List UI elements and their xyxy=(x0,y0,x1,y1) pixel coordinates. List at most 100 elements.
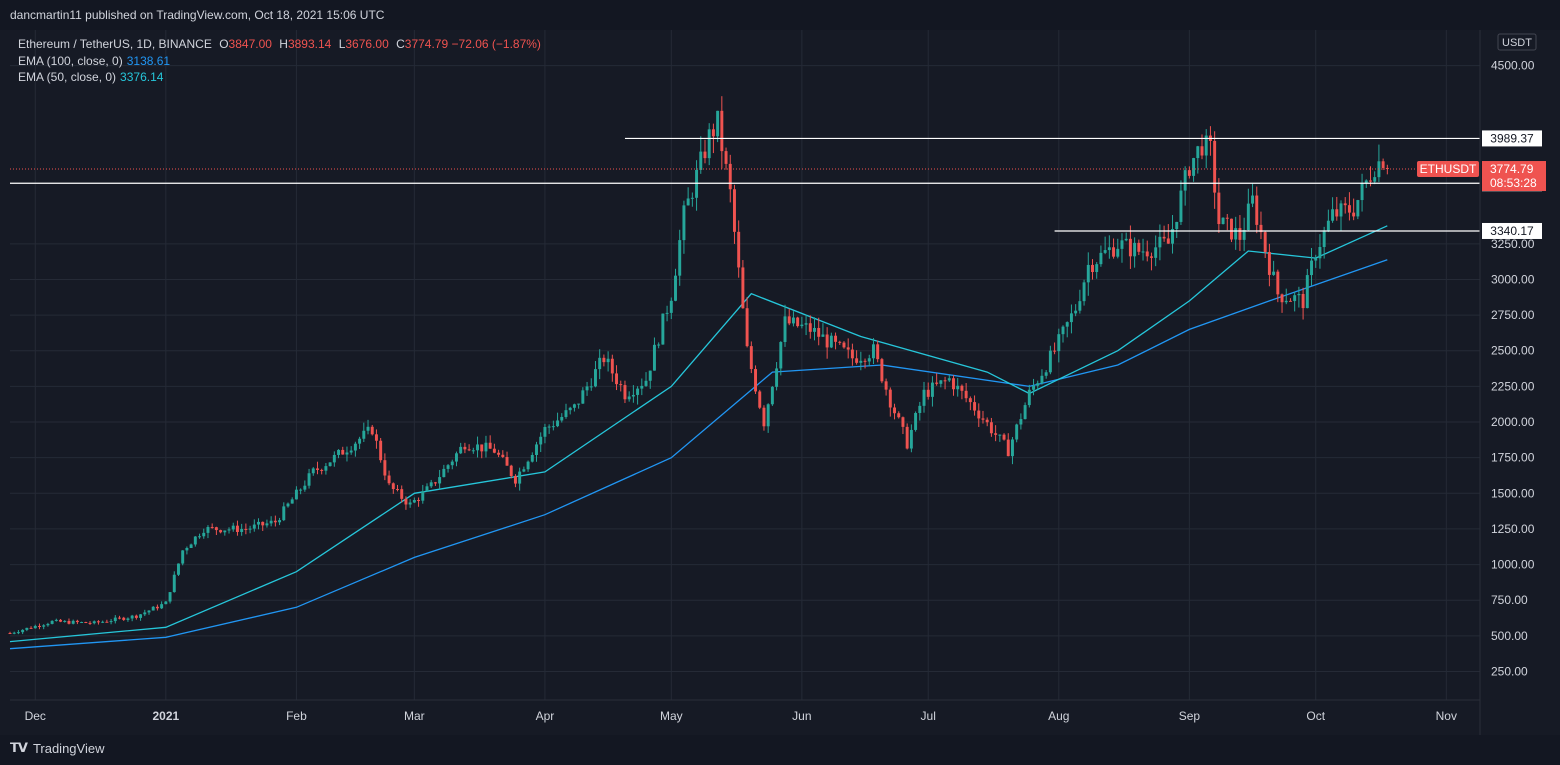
candle-body xyxy=(1019,419,1023,425)
candle-body xyxy=(741,267,745,309)
candle-body xyxy=(1149,256,1153,258)
candle-body xyxy=(155,606,159,609)
candle-body xyxy=(964,390,968,399)
chart-area[interactable]: 3989.373675.013340.17ETHUSDT3774.7908:53… xyxy=(0,30,1560,735)
legend-high: 3893.14 xyxy=(287,37,332,51)
candle-body xyxy=(947,378,951,381)
candle-body xyxy=(143,612,147,615)
candle-body xyxy=(800,324,804,327)
legend-close: 3774.79 xyxy=(404,37,449,51)
candle-body xyxy=(320,469,324,471)
candle-body xyxy=(787,316,791,324)
candle-body xyxy=(943,380,947,382)
candle-body xyxy=(358,438,362,444)
candle-body xyxy=(1196,146,1200,159)
candle-body xyxy=(829,335,833,348)
candle-body xyxy=(1095,264,1099,273)
candle-body xyxy=(168,592,172,602)
candle-body xyxy=(450,461,454,466)
candle-body xyxy=(80,622,84,624)
candle-body xyxy=(813,327,816,332)
candle-body xyxy=(429,482,433,487)
candle-body xyxy=(766,404,770,427)
x-tick-label: Oct xyxy=(1306,709,1325,723)
candle-body xyxy=(113,617,117,622)
x-tick-label: Sep xyxy=(1179,709,1201,723)
ema100-layer xyxy=(9,259,1388,650)
candle-body xyxy=(678,240,682,276)
candle-body xyxy=(690,197,694,199)
candle-body xyxy=(433,482,437,484)
y-tick-label: 3000.00 xyxy=(1491,272,1535,286)
candle-body xyxy=(724,151,728,164)
legend-open-label: O xyxy=(219,37,229,51)
candle-body xyxy=(859,360,863,363)
legend-ema100-row: EMA (100, close, 0) 3138.61 xyxy=(18,53,541,70)
candle-body xyxy=(231,525,235,530)
candle-body xyxy=(804,323,808,325)
candle-body xyxy=(1053,350,1057,352)
x-tick-label: Jun xyxy=(792,709,811,723)
candle-body xyxy=(307,473,311,486)
candle-body xyxy=(581,390,585,404)
candle-body xyxy=(425,486,429,492)
candle-body xyxy=(488,442,492,449)
candle-body xyxy=(1347,205,1351,213)
legend-change: −72.06 (−1.87%) xyxy=(451,37,541,51)
candle-body xyxy=(42,625,46,627)
x-tick-label: Jul xyxy=(921,709,936,723)
y-tick-label: 3250.00 xyxy=(1491,237,1535,251)
candle-body xyxy=(1364,180,1368,184)
candle-body xyxy=(294,489,298,500)
candle-body xyxy=(1360,183,1364,201)
legend-ema100-label: EMA (100, close, 0) xyxy=(18,53,123,68)
candle-body xyxy=(244,528,248,530)
candle-body xyxy=(177,563,180,575)
candle-body xyxy=(71,620,75,624)
candle-body xyxy=(1242,230,1246,240)
candle-body xyxy=(888,389,892,408)
currency-badge[interactable]: USDT xyxy=(1497,33,1537,51)
candle-body xyxy=(50,620,54,624)
candle-body xyxy=(282,506,286,521)
candle-body xyxy=(871,344,875,359)
candle-body xyxy=(92,621,96,624)
candle-body xyxy=(711,129,715,137)
price-chart[interactable]: 3989.373675.013340.17ETHUSDT3774.7908:53… xyxy=(0,30,1560,735)
candle-body xyxy=(1120,240,1124,249)
candle-body xyxy=(556,420,560,427)
candle-body xyxy=(1225,217,1229,219)
candle-body xyxy=(893,407,897,414)
candle-body xyxy=(1335,209,1339,217)
candle-body xyxy=(640,385,644,389)
candle-body xyxy=(850,349,854,359)
candle-body xyxy=(1221,217,1225,225)
horizontal-lines[interactable]: 3989.373675.013340.17ETHUSDT3774.7908:53… xyxy=(10,130,1546,239)
candle-body xyxy=(1213,140,1217,193)
candle-body xyxy=(593,369,597,387)
candle-body xyxy=(299,489,303,491)
candle-body xyxy=(1179,190,1183,222)
legend-low: 3676.00 xyxy=(345,37,389,51)
candle-body xyxy=(661,313,665,345)
candle-body xyxy=(118,617,121,619)
candle-body xyxy=(627,396,631,400)
axes: 250.00 500.00 750.00 1000.00 1250.00 1500.00 1… xyxy=(10,30,1537,735)
candle-body xyxy=(1217,192,1221,225)
candle-body xyxy=(1158,236,1162,248)
symbol-tag-label: ETHUSDT xyxy=(1420,162,1477,176)
candle-body xyxy=(1276,271,1280,295)
y-tick-label: 4500.00 xyxy=(1491,59,1535,73)
candle-body xyxy=(1162,236,1166,239)
candle-body xyxy=(261,521,265,526)
candle-body xyxy=(1230,218,1233,240)
candle-body xyxy=(25,627,29,630)
candle-body xyxy=(269,520,273,524)
candle-body xyxy=(341,449,345,455)
current-price-badge-box xyxy=(1482,161,1546,192)
candle-body xyxy=(248,528,252,530)
candle-body xyxy=(926,389,930,397)
candle-body xyxy=(1326,220,1330,231)
candle-body xyxy=(459,446,463,454)
candle-body xyxy=(29,627,33,629)
